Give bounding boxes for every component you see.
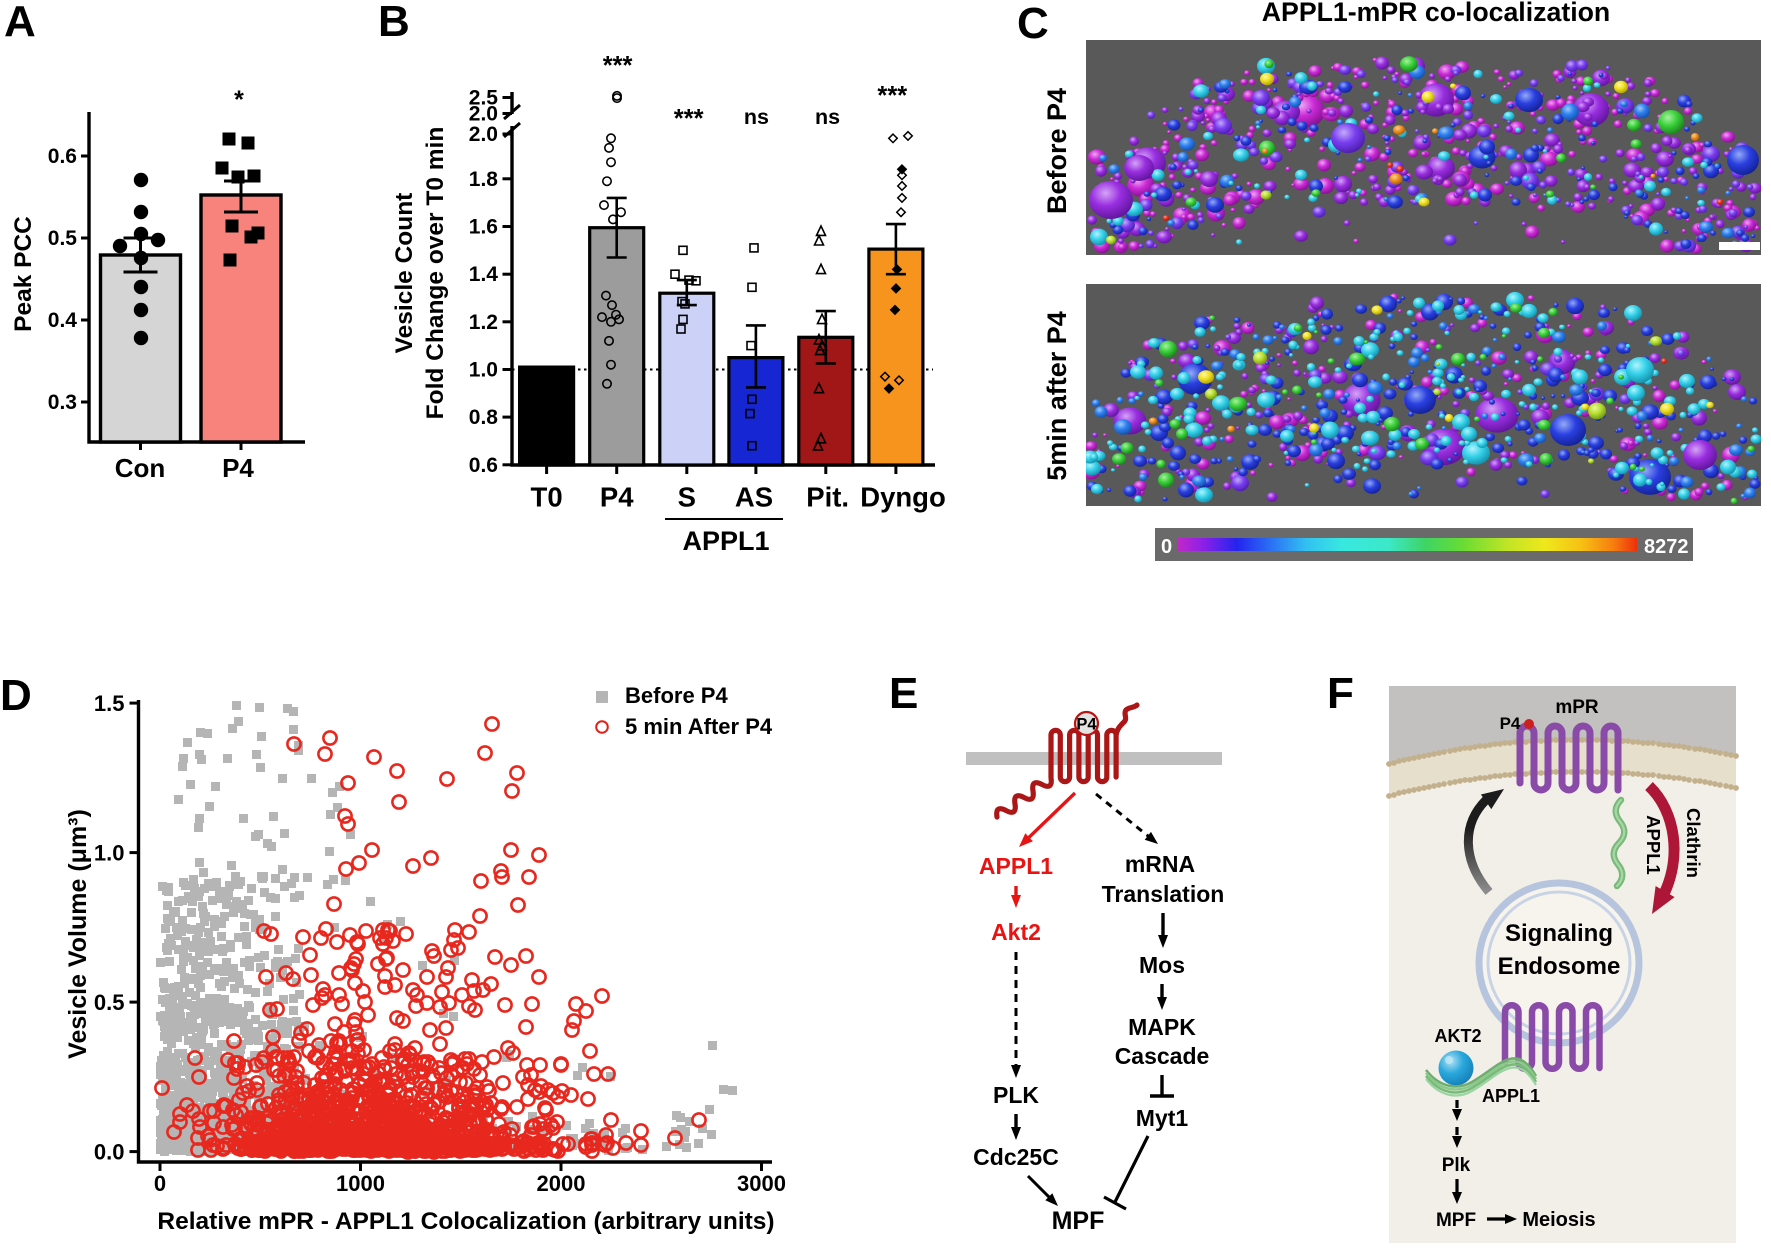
svg-text:PLK: PLK xyxy=(993,1082,1039,1108)
svg-text:APPL1: APPL1 xyxy=(1482,1086,1540,1106)
svg-text:0.0: 0.0 xyxy=(94,1140,125,1165)
svg-text:Con: Con xyxy=(115,453,166,483)
svg-text:P4: P4 xyxy=(600,482,634,513)
svg-text:Dyngo: Dyngo xyxy=(860,482,946,513)
svg-text:Peak PCC: Peak PCC xyxy=(10,216,37,332)
svg-text:1.0: 1.0 xyxy=(469,358,498,381)
svg-text:Vesicle Count: Vesicle Count xyxy=(391,193,418,354)
svg-text:Fold Change over T0 min: Fold Change over T0 min xyxy=(422,127,449,420)
svg-text:F: F xyxy=(1327,669,1354,718)
svg-text:Cascade: Cascade xyxy=(1115,1043,1210,1069)
svg-text:APPL1: APPL1 xyxy=(1643,815,1664,875)
svg-text:MPF: MPF xyxy=(1436,1210,1476,1231)
svg-text:3000: 3000 xyxy=(737,1171,786,1196)
svg-text:0: 0 xyxy=(154,1171,166,1196)
svg-text:***: *** xyxy=(603,52,633,80)
svg-text:P4: P4 xyxy=(1076,716,1097,734)
svg-text:0.5: 0.5 xyxy=(94,990,125,1015)
svg-text:***: *** xyxy=(877,82,907,110)
svg-text:1.2: 1.2 xyxy=(469,311,498,334)
svg-text:2.0: 2.0 xyxy=(469,103,498,126)
svg-text:MAPK: MAPK xyxy=(1128,1014,1196,1040)
svg-text:APPL1: APPL1 xyxy=(979,853,1053,879)
svg-text:T0: T0 xyxy=(531,482,563,513)
svg-text:2000: 2000 xyxy=(537,1171,586,1196)
svg-text:1.0: 1.0 xyxy=(94,841,125,866)
svg-text:APPL1: APPL1 xyxy=(682,526,769,556)
svg-text:MPF: MPF xyxy=(1052,1207,1105,1235)
svg-text:Vesicle Volume (μm³): Vesicle Volume (μm³) xyxy=(64,809,92,1059)
svg-text:*: * xyxy=(234,86,244,114)
svg-text:Meiosis: Meiosis xyxy=(1522,1209,1595,1231)
svg-text:0.8: 0.8 xyxy=(469,406,499,429)
svg-text:***: *** xyxy=(674,105,704,133)
svg-text:0.4: 0.4 xyxy=(48,309,78,332)
svg-text:0.5: 0.5 xyxy=(48,227,78,250)
svg-text:mPR: mPR xyxy=(1555,697,1599,718)
svg-text:Signaling: Signaling xyxy=(1505,920,1613,947)
svg-text:Myt1: Myt1 xyxy=(1136,1105,1189,1131)
svg-text:D: D xyxy=(0,671,32,720)
svg-text:A: A xyxy=(4,0,36,46)
svg-text:Before P4: Before P4 xyxy=(1042,88,1072,214)
svg-text:B: B xyxy=(378,0,410,46)
svg-text:Endosome: Endosome xyxy=(1498,953,1621,980)
svg-text:APPL1-mPR co-localization: APPL1-mPR co-localization xyxy=(1262,0,1610,27)
svg-text:0.6: 0.6 xyxy=(48,145,77,168)
svg-text:0.3: 0.3 xyxy=(48,391,77,414)
svg-text:E: E xyxy=(889,669,918,718)
svg-text:AS: AS xyxy=(735,482,773,513)
svg-text:Akt2: Akt2 xyxy=(991,919,1041,945)
svg-text:1.6: 1.6 xyxy=(469,216,498,239)
svg-text:8272: 8272 xyxy=(1644,536,1689,558)
svg-text:2.5: 2.5 xyxy=(469,87,499,110)
svg-text:AKT2: AKT2 xyxy=(1434,1026,1481,1046)
svg-text:Clathrin: Clathrin xyxy=(1683,808,1704,878)
svg-text:ns: ns xyxy=(744,105,769,129)
svg-text:Translation: Translation xyxy=(1102,881,1225,907)
svg-text:Relative mPR - APPL1 Colocaliz: Relative mPR - APPL1 Colocalization (arb… xyxy=(157,1208,774,1235)
svg-text:ns: ns xyxy=(815,105,840,129)
svg-text:5 min After P4: 5 min After P4 xyxy=(625,714,773,739)
svg-text:1.4: 1.4 xyxy=(469,263,499,286)
svg-text:P4: P4 xyxy=(1500,714,1521,733)
svg-text:C: C xyxy=(1017,0,1049,48)
svg-text:Pit.: Pit. xyxy=(806,482,849,513)
svg-text:Before P4: Before P4 xyxy=(625,683,728,708)
svg-text:1.5: 1.5 xyxy=(94,691,125,716)
svg-text:Cdc25C: Cdc25C xyxy=(973,1144,1059,1170)
svg-text:1000: 1000 xyxy=(336,1171,385,1196)
svg-text:P4: P4 xyxy=(222,453,254,483)
svg-text:S: S xyxy=(678,482,696,513)
svg-text:1.8: 1.8 xyxy=(469,168,499,191)
svg-text:2.0: 2.0 xyxy=(469,123,498,146)
svg-text:0: 0 xyxy=(1161,536,1172,558)
svg-text:Mos: Mos xyxy=(1139,952,1185,978)
svg-text:mRNA: mRNA xyxy=(1125,851,1195,877)
svg-text:Plk: Plk xyxy=(1442,1155,1471,1176)
svg-text:0.6: 0.6 xyxy=(469,454,498,477)
svg-text:5min after P4: 5min after P4 xyxy=(1042,311,1072,481)
